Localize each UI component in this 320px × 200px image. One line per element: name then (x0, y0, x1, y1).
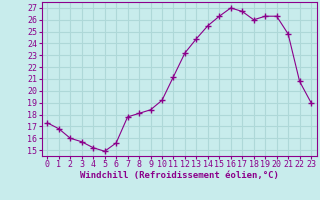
X-axis label: Windchill (Refroidissement éolien,°C): Windchill (Refroidissement éolien,°C) (80, 171, 279, 180)
